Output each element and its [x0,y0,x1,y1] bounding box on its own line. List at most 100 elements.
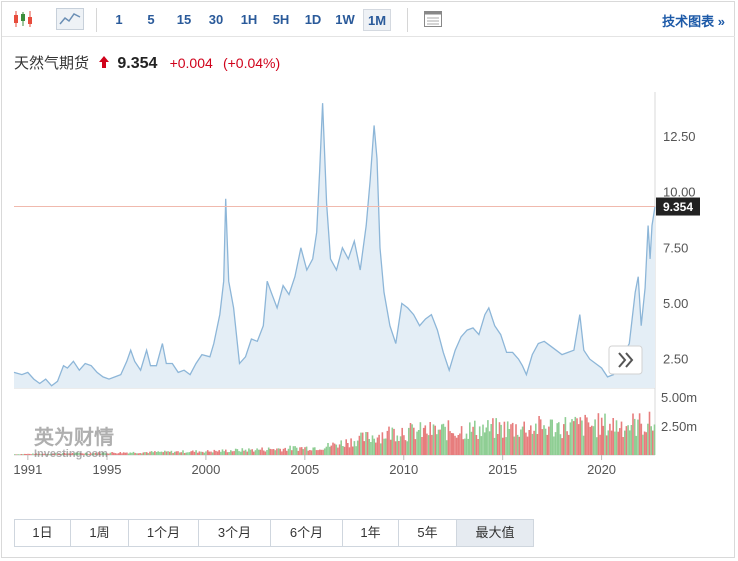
range-selector: 1日 1周 1个月 3个月 6个月 1年 5年 最大值 [14,519,534,547]
volume-bar [183,453,186,455]
volume-bar [310,450,313,455]
volume-bar [169,451,171,455]
range-1y[interactable]: 1年 [343,520,399,546]
volume-bar [15,454,18,455]
volume-bar [617,431,619,455]
volume-bar [584,414,586,455]
volume-bar [302,449,305,455]
volume-bar [444,426,446,455]
volume-bar [60,454,62,455]
volume-bar [131,452,133,455]
volume-bar [251,449,253,455]
volume-bar [122,452,125,455]
volume-bar [342,446,344,455]
range-3m[interactable]: 3个月 [199,520,271,546]
volume-bar [48,454,51,455]
range-5y[interactable]: 5年 [399,520,457,546]
volume-bar [600,417,603,455]
volume-bars [14,411,656,455]
volume-bar [271,449,273,455]
volume-bar [20,454,23,455]
volume-bar [559,434,562,455]
volume-bar [190,451,192,455]
range-max[interactable]: 最大值 [457,520,533,546]
advanced-chart-link[interactable]: 技术图表 » [662,14,725,29]
volume-bar [343,446,346,455]
volume-bar [254,450,257,455]
volume-bar [353,441,356,455]
volume-bar [576,418,578,455]
volume-bar [530,425,532,455]
volume-bar [221,449,224,455]
timeframe-30[interactable]: 30 [208,12,224,27]
volume-bar [370,442,372,455]
volume-bar [119,452,122,455]
timeframe-1m[interactable]: 1M [363,9,391,31]
timeframe-5[interactable]: 5 [147,12,155,27]
volume-bar [269,448,272,455]
volume-bar [121,453,123,455]
range-1d[interactable]: 1日 [15,520,71,546]
volume-bar [429,422,431,455]
volume-bar [650,426,652,455]
volume-bar [574,416,577,455]
volume-bar [289,445,291,455]
volume-bar [206,450,209,455]
volume-bar [399,436,402,455]
volume-bar [292,446,295,455]
volume-bar [101,452,103,455]
volume-bar [535,423,537,455]
volume-bar [442,423,445,455]
area-chart-icon[interactable] [56,8,84,30]
volume-bar [388,426,390,455]
timeframe-5h[interactable]: 5H [272,12,290,27]
volume-bar [328,446,331,455]
range-1w[interactable]: 1周 [71,520,129,546]
volume-bar [230,450,232,455]
volume-bar [40,454,42,455]
timeframe-1w[interactable]: 1W [335,12,355,27]
volume-bar [226,452,229,455]
volume-bar [234,448,237,455]
table-icon[interactable] [422,8,444,30]
volume-bar [538,416,540,455]
candlestick-icon[interactable] [12,8,34,30]
timeframe-1h[interactable]: 1H [240,12,258,27]
timeframe-1[interactable]: 1 [115,12,123,27]
volume-bar [274,450,277,455]
volume-bar [462,439,464,455]
volume-bar [330,445,333,455]
volume-bar [137,453,140,455]
watermark-logo-cn: 英为财情 [34,425,114,449]
volume-bar [566,431,568,455]
up-arrow-icon [99,53,110,75]
volume-bar [236,449,239,455]
volume-bar [56,454,59,455]
price-change-percent: (+0.04%) [222,55,281,71]
volume-bar [577,424,580,455]
volume-bar [630,425,633,455]
volume-bar [376,437,379,455]
timeframe-15[interactable]: 15 [176,12,192,27]
volume-bar [386,430,389,455]
x-tick-label: 1991 [13,462,42,477]
volume-bar [553,436,555,455]
volume-bar [470,431,473,455]
volume-bar [495,418,497,455]
timeframe-1d[interactable]: 1D [304,12,322,27]
volume-bar [607,430,610,455]
range-6m[interactable]: 6个月 [271,520,343,546]
volume-bar [27,453,29,455]
volume-bar [567,434,570,455]
volume-bar [483,432,486,455]
volume-bar [132,451,135,455]
range-1m[interactable]: 1个月 [129,520,199,546]
volume-bar [88,453,90,455]
volume-bar [108,453,110,455]
volume-bar [33,454,36,455]
volume-bar [126,452,128,455]
volume-bar [76,452,79,455]
last-price: 9.354 [117,55,158,72]
